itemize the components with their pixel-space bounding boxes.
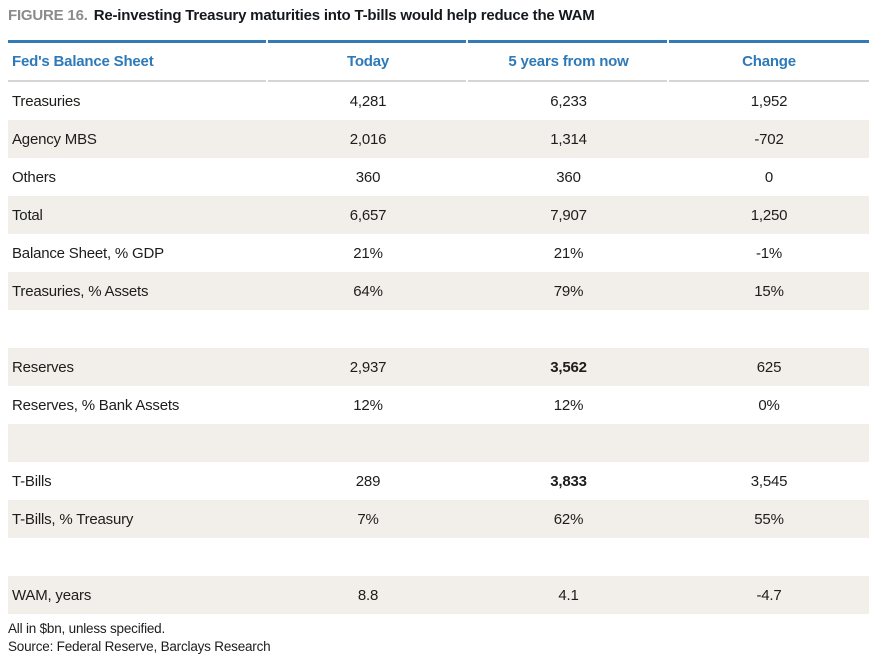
table-spacer-row: [8, 310, 869, 348]
row-label: WAM, years: [12, 586, 92, 604]
cell-today: 289: [355, 472, 381, 490]
table-row: Treasuries 4,281 6,233 1,952: [8, 82, 869, 120]
rule-segment: [669, 80, 869, 82]
row-label: Agency MBS: [12, 130, 97, 148]
cell-future: 21%: [553, 244, 584, 262]
header-change: Change: [742, 53, 796, 70]
row-label: Reserves: [12, 358, 74, 376]
table-top-rule: [8, 40, 869, 43]
source-note: Source: Federal Reserve, Barclays Resear…: [8, 639, 271, 654]
row-label: T-Bills, % Treasury: [12, 510, 134, 528]
table-row: Balance Sheet, % GDP 21% 21% -1%: [8, 234, 869, 272]
header-5-years-from-now: 5 years from now: [508, 53, 629, 70]
row-label: Treasuries: [12, 92, 81, 110]
rule-segment: [669, 40, 869, 43]
figure-title: FIGURE 16. Re-investing Treasury maturiti…: [8, 7, 595, 24]
cell-future: 360: [556, 168, 581, 186]
cell-today: 21%: [353, 244, 383, 262]
cell-change: 1,250: [750, 206, 788, 224]
cell-future: 3,833: [550, 472, 587, 490]
table-body: Treasuries 4,281 6,233 1,952 Agency MBS 2,016…: [8, 82, 869, 614]
row-label: Others: [12, 168, 56, 186]
header-balance-sheet: Fed's Balance Sheet: [12, 53, 154, 70]
units-note: All in $bn, unless specified.: [8, 621, 166, 636]
cell-change: -1%: [755, 244, 783, 262]
row-label: Balance Sheet, % GDP: [12, 244, 164, 262]
table-row: Reserves 2,937 3,562 625: [8, 348, 869, 386]
cell-future: 7,907: [550, 206, 587, 224]
cell-change: 0%: [758, 396, 780, 414]
cell-today: 2,016: [349, 130, 387, 148]
cell-future: 4.1: [558, 586, 579, 604]
cell-today: 12%: [353, 396, 383, 414]
cell-today: 64%: [353, 282, 383, 300]
table-row: T-Bills, % Treasury 7% 62% 55%: [8, 500, 869, 538]
rule-segment: [8, 40, 266, 43]
cell-today: 4,281: [349, 92, 387, 110]
cell-today: 7%: [357, 510, 379, 528]
cell-change: 3,545: [750, 472, 788, 490]
table-spacer-row: [8, 424, 869, 462]
cell-today: 360: [355, 168, 381, 186]
cell-change: 1,952: [750, 92, 788, 110]
cell-today: 8.8: [357, 586, 379, 604]
table-row: Reserves, % Bank Assets 12% 12% 0%: [8, 386, 869, 424]
row-label: Total: [12, 206, 43, 224]
figure-heading: Re-investing Treasury maturities into T-…: [93, 7, 595, 24]
row-label: Reserves, % Bank Assets: [12, 396, 180, 414]
rule-segment: [268, 40, 466, 43]
cell-future: 62%: [553, 510, 584, 528]
table-row: Agency MBS 2,016 1,314 -702: [8, 120, 869, 158]
header-today: Today: [346, 53, 390, 70]
table-row: Treasuries, % Assets 64% 79% 15%: [8, 272, 869, 310]
figure-footnotes: All in $bn, unless specified. Source: Fe…: [8, 620, 271, 656]
table-row: T-Bills 289 3,833 3,545: [8, 462, 869, 500]
cell-future: 79%: [553, 282, 584, 300]
cell-today: 6,657: [349, 206, 387, 224]
table-header-rule: [8, 80, 869, 82]
cell-change: 625: [756, 358, 782, 376]
balance-sheet-table: Fed's Balance Sheet Today 5 years from n…: [8, 40, 869, 614]
table-row: Total 6,657 7,907 1,250: [8, 196, 869, 234]
table-row: Others 360 360 0: [8, 158, 869, 196]
rule-segment: [468, 40, 667, 43]
cell-change: -4.7: [756, 586, 782, 604]
rule-segment: [8, 80, 266, 82]
cell-today: 2,937: [349, 358, 387, 376]
cell-future: 6,233: [550, 92, 587, 110]
table-spacer-row: [8, 538, 869, 576]
table-header-row: Fed's Balance Sheet Today 5 years from n…: [8, 43, 869, 80]
cell-change: 55%: [754, 510, 784, 528]
figure-number-label: FIGURE 16.: [8, 7, 88, 24]
rule-segment: [268, 80, 466, 82]
cell-change: -702: [754, 130, 784, 148]
rule-segment: [468, 80, 667, 82]
cell-future: 12%: [553, 396, 584, 414]
row-label: T-Bills: [12, 472, 52, 490]
table-row: WAM, years 8.8 4.1 -4.7: [8, 576, 869, 614]
cell-future: 3,562: [550, 358, 587, 376]
cell-change: 0: [764, 168, 774, 186]
cell-change: 15%: [754, 282, 784, 300]
row-label: Treasuries, % Assets: [12, 282, 149, 300]
cell-future: 1,314: [550, 130, 587, 148]
